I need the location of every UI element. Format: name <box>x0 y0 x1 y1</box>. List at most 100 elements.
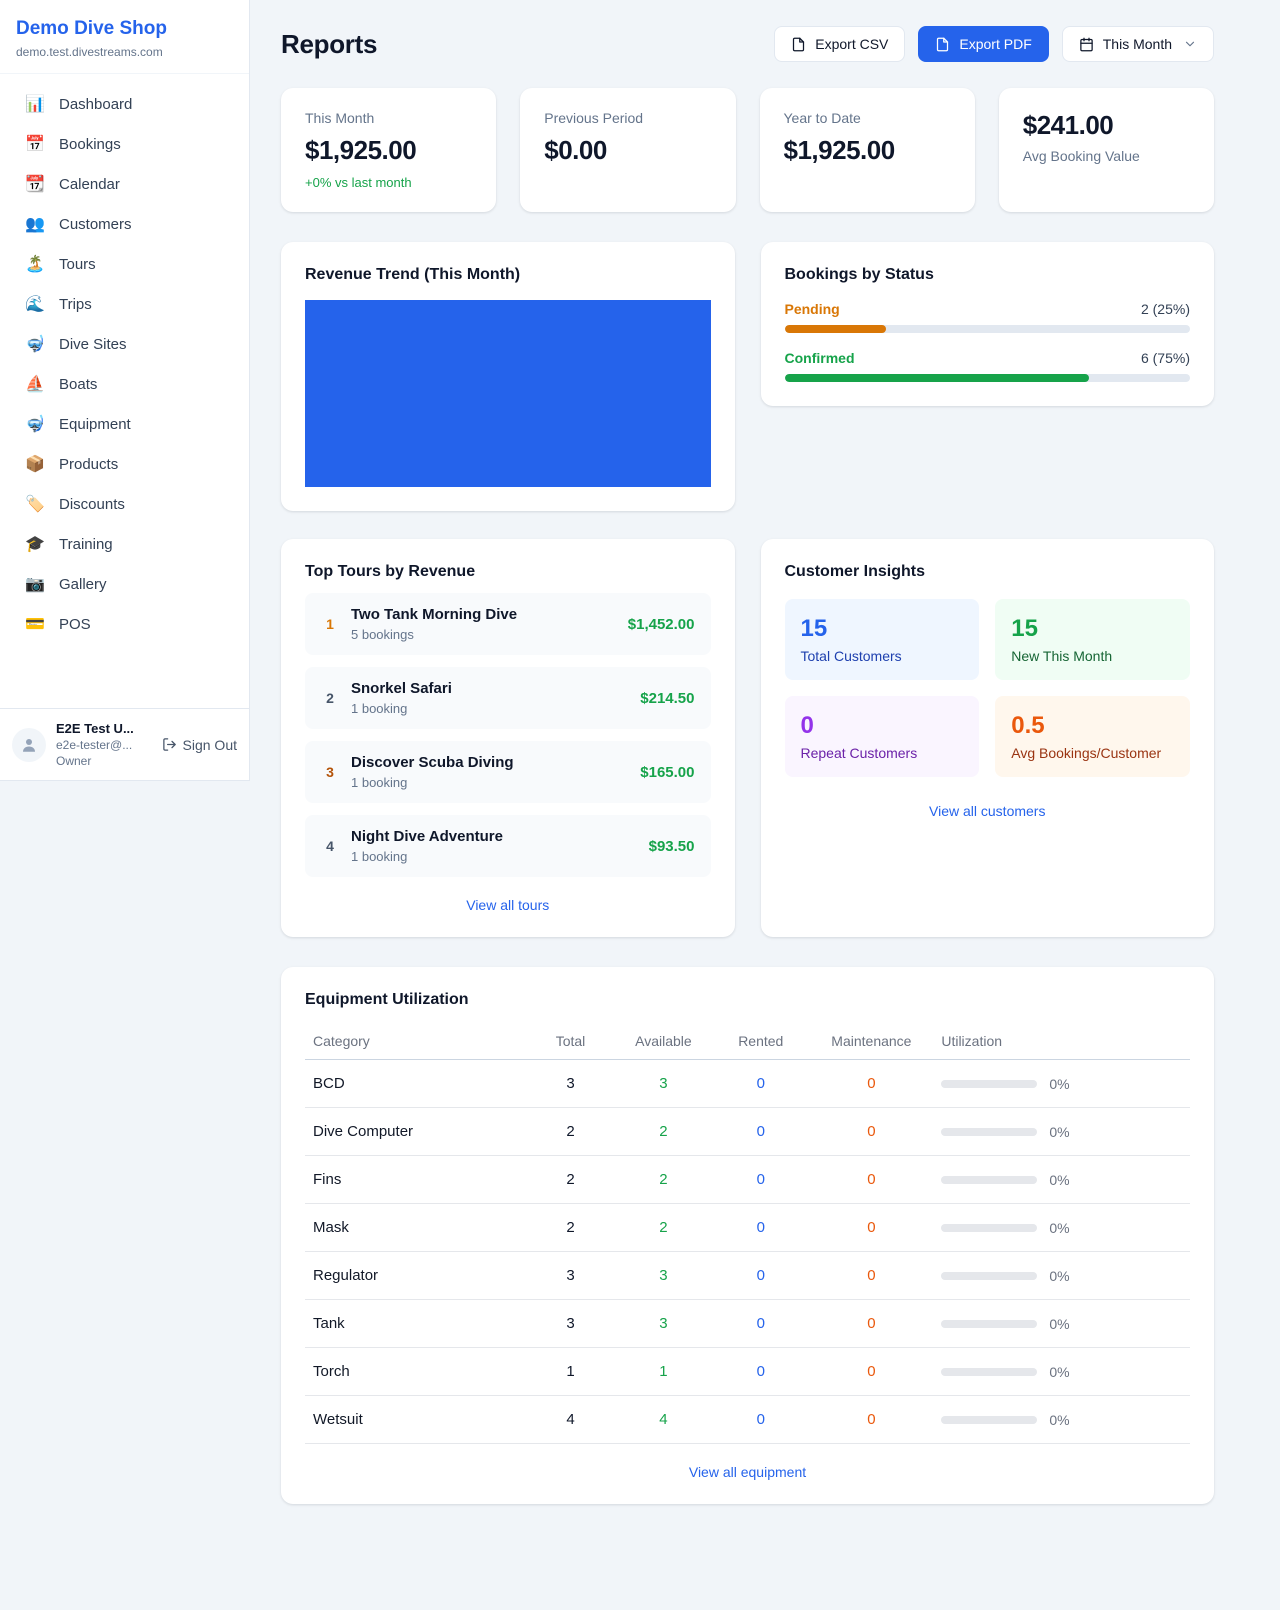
equipment-maintenance: 0 <box>809 1299 934 1348</box>
sidebar-item-equipment[interactable]: 🤿 Equipment <box>0 404 249 444</box>
column-header-total: Total <box>526 1023 615 1060</box>
equipment-total: 1 <box>526 1347 615 1396</box>
equipment-total: 2 <box>526 1107 615 1156</box>
stat-card-year-to-date: Year to Date $1,925.00 <box>759 88 975 212</box>
sidebar-item-dashboard[interactable]: 📊 Dashboard <box>0 84 249 124</box>
equipment-utilization-card: Equipment Utilization Category Total Ava… <box>281 967 1214 1504</box>
revenue-trend-title: Revenue Trend (This Month) <box>305 266 521 283</box>
view-all-tours-link[interactable]: View all tours <box>466 897 550 913</box>
tour-row: 3 Discover Scuba Diving 1 booking $165.0… <box>305 741 711 803</box>
insight-label: Total Customers <box>800 648 902 664</box>
sidebar: Demo Dive Shop demo.test.divestreams.com… <box>0 0 250 781</box>
utilization-percent: 0% <box>1049 1363 1070 1380</box>
brand-domain: demo.test.divestreams.com <box>16 45 163 59</box>
equipment-total: 3 <box>526 1299 615 1348</box>
stat-label: Year to Date <box>783 110 861 126</box>
stat-card-avg-booking-value: $241.00 Avg Booking Value <box>998 88 1214 212</box>
column-header-maintenance: Maintenance <box>809 1023 934 1060</box>
stat-card-this-month: This Month $1,925.00 +0% vs last month <box>281 88 497 212</box>
insights-row: Top Tours by Revenue 1 Two Tank Morning … <box>281 539 1214 937</box>
export-csv-button[interactable]: Export CSV <box>774 26 906 62</box>
equipment-maintenance: 0 <box>809 1107 934 1156</box>
bookings-by-status-card: Bookings by Status Pending 2 (25%) Confi… <box>760 242 1214 406</box>
sidebar-item-label: Calendar <box>59 175 120 193</box>
stat-value: $1,925.00 <box>305 135 417 165</box>
sidebar-item-label: Equipment <box>59 415 131 433</box>
sidebar-item-label: Discounts <box>59 495 125 513</box>
status-label: Confirmed <box>784 350 855 366</box>
equipment-available: 2 <box>614 1203 713 1252</box>
equipment-rented: 0 <box>712 1155 810 1204</box>
person-icon <box>23 738 35 752</box>
sidebar-item-label: Dive Sites <box>59 335 127 353</box>
stat-value: $1,925.00 <box>783 135 896 165</box>
revenue-bar <box>305 300 711 487</box>
status-row-confirmed: Confirmed 6 (75%) <box>784 350 1190 382</box>
sidebar-item-products[interactable]: 📦 Products <box>0 444 249 484</box>
sidebar-item-label: Products <box>59 455 119 473</box>
equipment-maintenance: 0 <box>809 1203 934 1252</box>
tour-name: Snorkel Safari <box>351 680 452 697</box>
wave-icon: 🌊 <box>25 296 45 313</box>
sign-out-button[interactable]: Sign Out <box>162 737 237 753</box>
tour-revenue: $165.00 <box>640 763 695 781</box>
export-pdf-label: Export PDF <box>959 36 1032 52</box>
equipment-maintenance: 0 <box>809 1395 934 1444</box>
equipment-rented: 0 <box>712 1395 810 1444</box>
insight-label: Repeat Customers <box>800 745 918 761</box>
customer-insights-title: Customer Insights <box>784 563 925 580</box>
document-icon <box>937 37 949 51</box>
user-role: Owner <box>56 754 92 768</box>
sidebar-item-boats[interactable]: ⛵ Boats <box>0 364 249 404</box>
sidebar-item-label: Customers <box>59 215 132 233</box>
sidebar-nav: 📊 Dashboard 📅 Bookings 📆 Calendar 👥 Cust… <box>0 74 249 708</box>
progress-fill <box>784 325 886 333</box>
sidebar-item-dive-sites[interactable]: 🤿 Dive Sites <box>0 324 249 364</box>
user-footer: E2E Test U... e2e-tester@... Owner Sign … <box>0 708 249 780</box>
table-row: Dive Computer 2 2 0 0 0% <box>305 1107 1190 1156</box>
sidebar-item-tours[interactable]: 🏝️ Tours <box>0 244 249 284</box>
package-icon: 📦 <box>25 456 45 473</box>
people-icon: 👥 <box>25 216 45 233</box>
equipment-category: Mask <box>305 1203 527 1252</box>
equipment-maintenance: 0 <box>809 1251 934 1300</box>
equipment-total: 3 <box>526 1251 615 1300</box>
sidebar-item-bookings[interactable]: 📅 Bookings <box>0 124 249 164</box>
sidebar-item-gallery[interactable]: 📷 Gallery <box>0 564 249 604</box>
view-all-equipment-link[interactable]: View all equipment <box>688 1464 807 1480</box>
equipment-rented: 0 <box>712 1059 810 1108</box>
equipment-total: 2 <box>526 1203 615 1252</box>
period-dropdown[interactable]: This Month <box>1061 26 1214 62</box>
sailboat-icon: ⛵ <box>25 376 45 393</box>
equipment-rented: 0 <box>712 1203 810 1252</box>
insight-value: 15 <box>800 615 828 642</box>
stats-row: This Month $1,925.00 +0% vs last month P… <box>281 88 1214 212</box>
tour-row: 4 Night Dive Adventure 1 booking $93.50 <box>305 815 711 877</box>
tour-bookings: 5 bookings <box>351 627 414 642</box>
sidebar-item-trips[interactable]: 🌊 Trips <box>0 284 249 324</box>
sidebar-item-pos[interactable]: 💳 POS <box>0 604 249 644</box>
calendar-icon: 📅 <box>25 136 45 153</box>
utilization-bar: 0% <box>941 1124 1182 1140</box>
export-pdf-button[interactable]: Export PDF <box>918 26 1049 62</box>
sidebar-item-calendar[interactable]: 📆 Calendar <box>0 164 249 204</box>
column-header-utilization: Utilization <box>933 1023 1190 1060</box>
diving-mask-icon: 🤿 <box>25 416 45 433</box>
equipment-table: Category Total Available Rented Maintena… <box>305 1023 1190 1444</box>
stat-value: $0.00 <box>544 135 607 165</box>
sidebar-item-customers[interactable]: 👥 Customers <box>0 204 249 244</box>
sidebar-item-training[interactable]: 🎓 Training <box>0 524 249 564</box>
view-all-customers-link[interactable]: View all customers <box>929 803 1046 819</box>
utilization-bar: 0% <box>941 1364 1182 1380</box>
tag-icon: 🏷️ <box>25 496 45 513</box>
progress-fill <box>784 374 1089 382</box>
equipment-rented: 0 <box>712 1299 810 1348</box>
insight-tile-new-this-month: 15 New This Month <box>995 599 1190 680</box>
tour-name: Discover Scuba Diving <box>351 754 514 771</box>
sidebar-item-discounts[interactable]: 🏷️ Discounts <box>0 484 249 524</box>
tour-revenue: $214.50 <box>640 689 695 707</box>
stat-card-previous-period: Previous Period $0.00 <box>520 88 736 212</box>
table-row: Regulator 3 3 0 0 0% <box>305 1251 1190 1300</box>
top-tours-card: Top Tours by Revenue 1 Two Tank Morning … <box>281 539 735 937</box>
sidebar-item-label: Tours <box>59 255 96 273</box>
